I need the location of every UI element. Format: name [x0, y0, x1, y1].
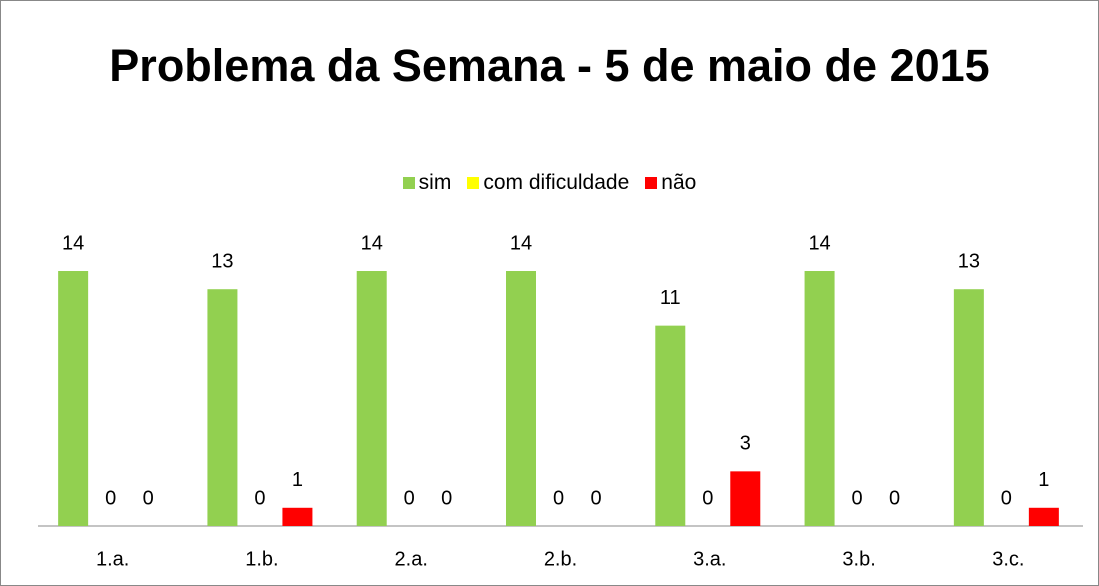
bar [207, 289, 238, 526]
legend: sim com dificuldade não [0, 171, 1099, 195]
x-tick-label: 3.b. [842, 548, 875, 570]
x-tick-label: 2.b. [544, 548, 577, 570]
data-label: 14 [62, 232, 84, 254]
data-label: 0 [404, 487, 415, 509]
bar [953, 289, 984, 526]
bar [356, 271, 387, 526]
bar [58, 271, 89, 526]
data-label: 11 [660, 287, 681, 309]
data-label: 0 [590, 487, 601, 509]
bar [1028, 507, 1059, 526]
data-label: 3 [740, 433, 751, 455]
x-tick-label: 1.a. [96, 548, 129, 570]
legend-label: com dificuldade [483, 171, 630, 194]
data-label: 0 [254, 487, 265, 509]
x-tick-label: 3.a. [693, 548, 726, 570]
legend-label: sim [418, 171, 452, 194]
legend-item: com dificuldade [467, 171, 629, 195]
x-tick-label: 3.c. [992, 548, 1024, 570]
data-label: 13 [211, 250, 233, 272]
legend-label: não [661, 171, 697, 194]
data-label: 0 [852, 487, 863, 509]
data-label: 0 [702, 487, 713, 509]
legend-item: sim [402, 171, 452, 195]
data-label: 14 [510, 232, 532, 254]
x-tick-label: 2.a. [395, 548, 428, 570]
data-label: 0 [889, 487, 900, 509]
bar [730, 471, 761, 526]
legend-swatch [645, 177, 658, 189]
legend-swatch [402, 177, 415, 189]
legend-item: não [645, 171, 696, 195]
data-label: 0 [441, 487, 452, 509]
data-label: 0 [1001, 487, 1012, 509]
x-tick-label: 1.b. [245, 548, 278, 570]
data-label: 1 [292, 469, 303, 491]
bar [506, 271, 536, 526]
legend-swatch [467, 177, 480, 189]
data-label: 0 [105, 487, 116, 509]
bar [655, 325, 686, 526]
chart-title: Problema da Semana - 5 de maio de 2015 [109, 40, 990, 91]
bar [804, 271, 835, 526]
data-label: 1 [1038, 469, 1049, 491]
bar [282, 507, 313, 526]
data-label: 13 [958, 250, 980, 272]
data-label: 0 [553, 487, 564, 509]
data-label: 14 [361, 232, 383, 254]
data-label: 14 [808, 232, 830, 254]
data-label: 0 [143, 487, 154, 509]
